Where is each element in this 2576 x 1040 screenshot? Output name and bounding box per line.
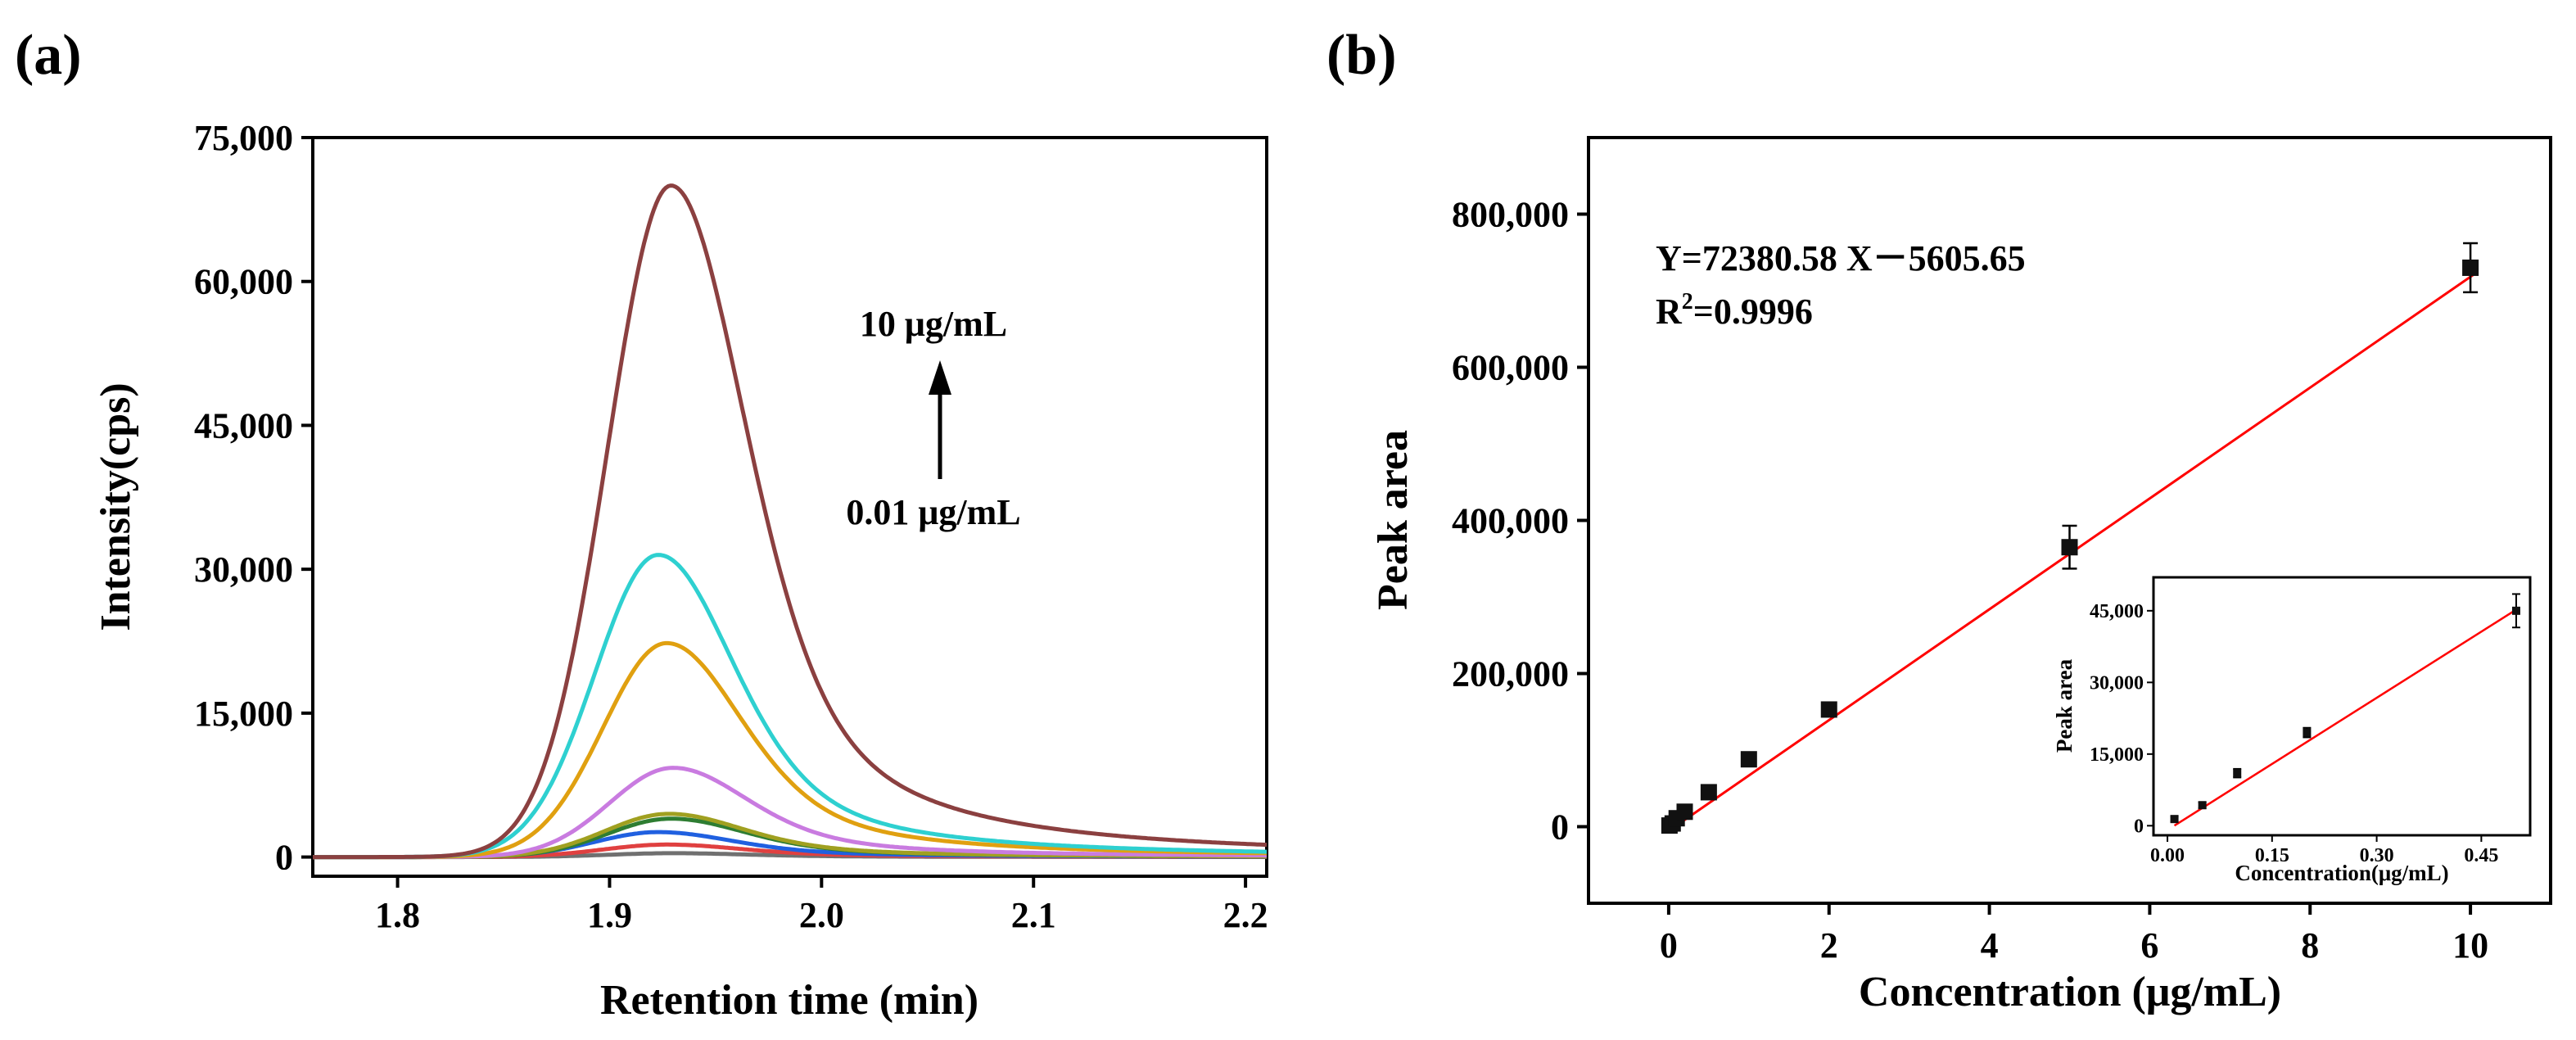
- y-tick-label: 30,000: [2090, 672, 2144, 694]
- panel-a-label: (a): [15, 24, 82, 87]
- inset-x-ticks: 0.00 0.15 0.30 0.45: [2150, 835, 2498, 866]
- inset-fit-line: [2173, 608, 2517, 827]
- x-tick-label: 8: [2301, 925, 2319, 965]
- y-tick-label: 45,000: [194, 405, 293, 445]
- inset-data-point: [2233, 769, 2242, 778]
- panel-a-plot-frame: [311, 136, 1268, 878]
- y-tick-label: 75,000: [194, 118, 293, 158]
- panel-b-inset: 0.00 0.15 0.30 0.45 0 15,000 30,000 45,000 Con…: [2052, 576, 2532, 885]
- panel-b-data-points: [1661, 242, 2479, 834]
- panel-a-annotation-bottom: 0.01 μg/mL: [846, 492, 1020, 532]
- panel-b-equation: Y=72380.58 X－5605.65: [1656, 238, 2026, 278]
- x-tick-label: 0.45: [2464, 845, 2498, 866]
- y-tick-label: 60,000: [194, 262, 293, 302]
- x-tick-label: 2.0: [799, 895, 844, 935]
- panel-b-y-ticks: 0 200,000 400,000 600,000 800,000: [1452, 195, 1589, 848]
- x-tick-label: 0.00: [2150, 845, 2185, 866]
- data-point: [1820, 701, 1837, 718]
- data-point: [1700, 784, 1717, 801]
- panel-b-x-axis-title: Concentration (μg/mL): [1859, 969, 2281, 1015]
- inset-plot-frame: [2152, 576, 2532, 837]
- panel-a-chromatogram: (a) 1.8 1.9 2.0 2.1 2.2 0 15,000 30,000 45,000 6…: [15, 24, 1268, 1024]
- panel-a-y-axis-title: Intensity(cps): [93, 382, 139, 631]
- chromatogram-curve: [313, 183, 1268, 860]
- x-tick-label: 10: [2452, 925, 2488, 965]
- panel-a-arrow-head: [929, 360, 951, 395]
- y-tick-label: 30,000: [194, 549, 293, 590]
- panel-a-curves: [313, 183, 1268, 860]
- y-tick-label: 400,000: [1452, 501, 1569, 541]
- chromatogram-curve: [313, 640, 1268, 860]
- y-tick-label: 15,000: [194, 694, 293, 734]
- inset-data-point: [2170, 815, 2179, 824]
- panel-a-annotation-top: 10 μg/mL: [860, 304, 1007, 344]
- x-tick-label: 0: [1660, 925, 1678, 965]
- panel-a-y-ticks: 0 15,000 30,000 45,000 60,000 75,000: [194, 118, 313, 878]
- y-tick-label: 0: [2134, 816, 2144, 837]
- panel-b-r-squared: R2=0.9996: [1656, 289, 1813, 332]
- y-tick-label: 15,000: [2090, 744, 2144, 766]
- y-tick-label: 600,000: [1452, 348, 1569, 388]
- data-point: [1740, 751, 1757, 768]
- inset-y-axis-title: Peak area: [2052, 658, 2077, 753]
- x-tick-label: 2.1: [1011, 895, 1056, 935]
- inset-x-axis-title: Concentration(μg/mL): [2235, 861, 2448, 885]
- inset-fit-line-group: [2173, 608, 2517, 827]
- x-tick-label: 0.30: [2360, 845, 2394, 866]
- x-tick-label: 0.15: [2255, 845, 2289, 866]
- y-tick-label: 200,000: [1452, 654, 1569, 694]
- y-tick-label: 0: [275, 838, 293, 878]
- panel-b-label: (b): [1326, 24, 1397, 87]
- data-point: [2462, 259, 2479, 276]
- panel-b-calibration: (b) 0 2 4 6 8 10 0 200,000 400,000 600,000 800,00…: [1326, 24, 2552, 1015]
- panel-a-x-ticks: 1.8 1.9 2.0 2.1 2.2: [375, 876, 1268, 935]
- data-point: [1676, 803, 1693, 821]
- x-tick-label: 4: [1981, 925, 1999, 965]
- y-tick-label: 0: [1551, 807, 1569, 848]
- panel-b-x-ticks: 0 2 4 6 8 10: [1660, 903, 2488, 965]
- y-tick-label: 800,000: [1452, 195, 1569, 235]
- panel-a-x-axis-title: Retention time (min): [600, 977, 978, 1024]
- inset-y-ticks: 0 15,000 30,000 45,000: [2090, 601, 2153, 837]
- inset-data-point: [2198, 801, 2207, 810]
- x-tick-label: 2.2: [1223, 895, 1268, 935]
- inset-data-point: [2303, 728, 2312, 737]
- panel-b-y-axis-title: Peak area: [1370, 430, 1417, 610]
- x-tick-label: 1.9: [587, 895, 632, 935]
- x-tick-label: 6: [2140, 925, 2158, 965]
- x-tick-label: 1.8: [375, 895, 420, 935]
- x-tick-label: 2: [1820, 925, 1838, 965]
- data-point: [2061, 539, 2078, 556]
- inset-data-points: [2170, 593, 2520, 824]
- inset-data-point: [2511, 606, 2520, 615]
- y-tick-label: 45,000: [2090, 601, 2144, 622]
